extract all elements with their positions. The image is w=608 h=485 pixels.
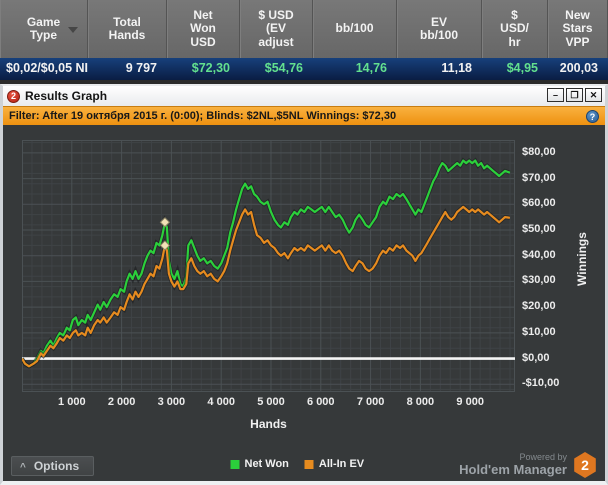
column-header-label: Total Hands (108, 14, 146, 42)
legend-item: All-In EV (304, 458, 365, 470)
powered-by-block: Powered by Hold'em Manager 2 (459, 452, 597, 478)
stats-cell-4: 14,76 (355, 61, 387, 75)
stats-selected-row[interactable]: $0,02/$0,05 NI 9 797 $72,30 $54,76 14,76 11,1… (0, 58, 608, 80)
x-axis-tick: 9 000 (456, 396, 484, 408)
hm2-badge-icon: 2 (574, 452, 596, 478)
legend-swatch-icon (304, 459, 314, 469)
close-button[interactable]: ✕ (585, 88, 602, 102)
legend-label: All-In EV (318, 458, 365, 470)
results-chart (22, 140, 515, 392)
filter-text: Filter: After 19 октября 2015 г. (0:00);… (9, 110, 397, 122)
column-header-label: Game Type (26, 14, 61, 42)
brand-label: Hold'em Manager (459, 461, 567, 477)
data-point-marker (159, 240, 171, 251)
window-footer: ^ Options Net Won All-In EV Powered by Hol… (3, 451, 605, 481)
column-header-label: EV bb/100 (419, 14, 458, 42)
chart-legend: Net Won All-In EV (230, 458, 364, 470)
window-buttons: – ❐ ✕ (545, 88, 602, 102)
options-button[interactable]: ^ Options (11, 456, 95, 476)
x-axis-title: Hands (250, 417, 287, 431)
stats-cell-5: 11,18 (441, 61, 472, 75)
legend-swatch-icon (230, 459, 240, 469)
chevron-up-icon: ^ (20, 462, 26, 473)
column-header-1[interactable]: Total Hands (88, 0, 167, 58)
panel-gap (0, 80, 608, 84)
y-axis-tick: $40,00 (522, 248, 556, 261)
stats-cell-3: $54,76 (264, 61, 303, 75)
y-axis-tick: -$10,00 (522, 377, 560, 390)
minimize-button[interactable]: – (547, 88, 564, 102)
stats-cell-0: $0,02/$0,05 NI (6, 61, 88, 75)
x-axis-tick: 6 000 (307, 396, 335, 408)
column-header-label: New Stars VPP (562, 7, 593, 49)
column-header-label: $ USD (EV adjust (258, 7, 294, 49)
x-axis-tick: 1 000 (58, 396, 86, 408)
window-title: Results Graph (25, 89, 108, 103)
column-header-2[interactable]: Net Won USD (167, 0, 240, 58)
y-axis-title: Winnings (575, 231, 590, 286)
maximize-button[interactable]: ❐ (566, 88, 583, 102)
column-header-6[interactable]: $ USD/ hr (482, 0, 548, 58)
y-axis-tick: $50,00 (522, 223, 556, 235)
powered-by-label: Powered by (519, 452, 567, 463)
x-axis-tick: 2 000 (107, 396, 136, 408)
y-axis-tick: $20,00 (522, 300, 556, 313)
x-axis-tick: 5 000 (257, 396, 285, 408)
sort-arrow-icon[interactable] (68, 27, 78, 33)
column-header-label: $ USD/ hr (500, 7, 529, 49)
column-header-3[interactable]: $ USD (EV adjust (240, 0, 313, 58)
help-icon[interactable]: ? (586, 110, 599, 123)
column-header-label: Net Won USD (190, 7, 216, 49)
x-axis-tick: 4 000 (207, 396, 235, 408)
series-line-all-in-ev (22, 205, 511, 368)
filter-bar[interactable]: Filter: After 19 октября 2015 г. (0:00);… (3, 106, 605, 125)
stats-cell-7: 200,03 (559, 61, 598, 75)
column-header-0[interactable]: Game Type (0, 0, 88, 58)
stats-cell-6: $4,95 (506, 61, 538, 75)
stats-cell-2: $72,30 (191, 61, 230, 75)
y-axis-tick: $0,00 (522, 351, 550, 364)
series-line-net-won (22, 159, 511, 368)
y-axis-tick: $70,00 (522, 171, 556, 184)
results-graph-window: 2 Results Graph – ❐ ✕ Filter: After 19 о… (0, 84, 608, 485)
column-header-5[interactable]: EV bb/100 (397, 0, 482, 58)
column-header-label: bb/100 (335, 21, 374, 36)
window-titlebar[interactable]: 2 Results Graph – ❐ ✕ (3, 86, 605, 106)
column-header-4[interactable]: bb/100 (313, 0, 397, 58)
column-header-7[interactable]: New Stars VPP (548, 0, 608, 58)
stats-panel: Game Type Total Hands Net Won USD $ USD (EV… (0, 0, 608, 80)
y-axis-tick: $30,00 (522, 274, 556, 287)
stats-cell-1: 9 797 (125, 61, 157, 75)
x-axis-tick: 7 000 (356, 396, 385, 408)
data-point-marker (159, 217, 171, 228)
y-axis-tick: $60,00 (522, 197, 556, 210)
legend-item: Net Won (230, 458, 289, 470)
y-axis-tick: $80,00 (522, 145, 556, 158)
hm2-app-icon: 2 (7, 89, 20, 103)
chart-panel: $80,00 $70,00 $60,00 $50,00 $40,00 $30,00 $20,… (3, 125, 605, 451)
x-axis-tick: 3 000 (157, 396, 186, 408)
y-axis-tick: $10,00 (522, 325, 556, 338)
legend-label: Net Won (244, 458, 289, 470)
stats-header-row: Game Type Total Hands Net Won USD $ USD (EV… (0, 0, 608, 58)
x-axis-tick: 8 000 (406, 396, 435, 408)
